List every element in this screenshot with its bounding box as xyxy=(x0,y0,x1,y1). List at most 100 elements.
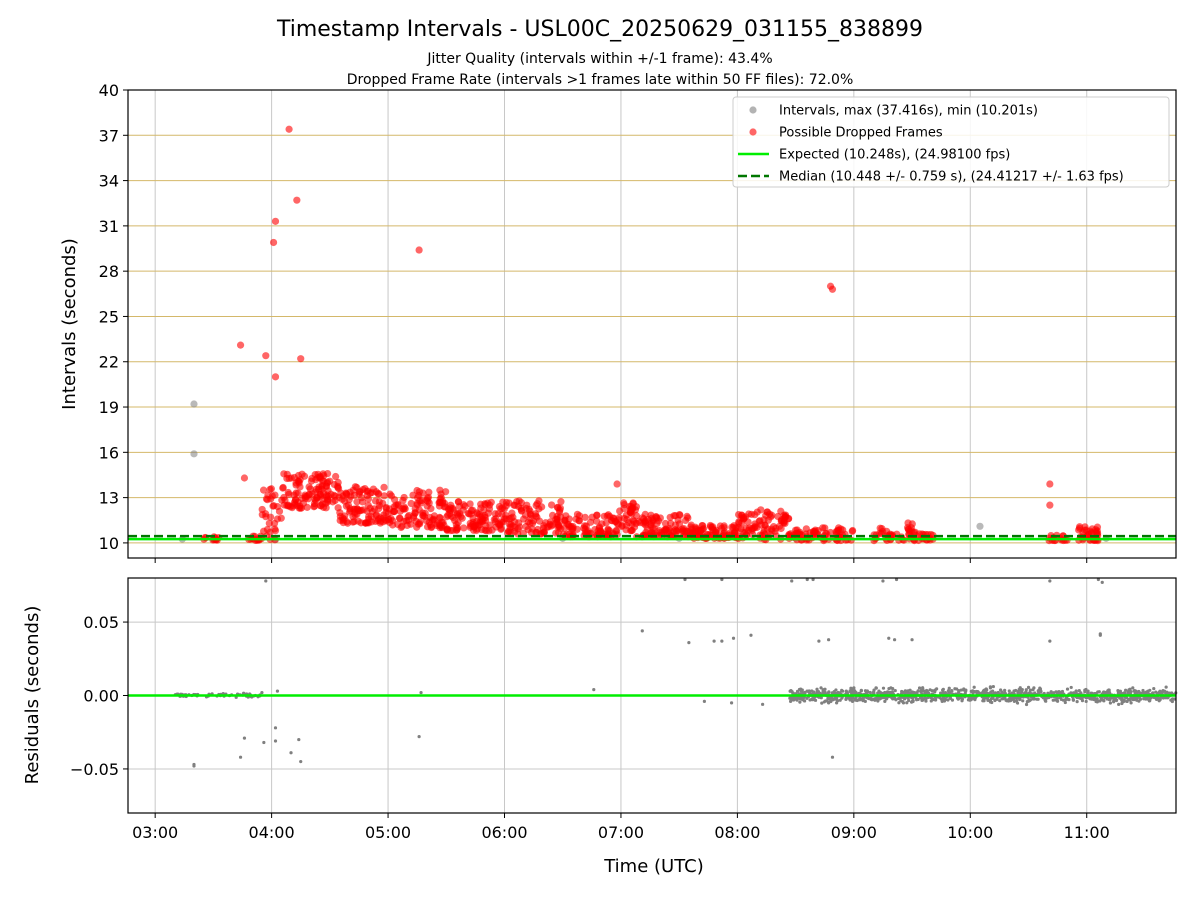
top-y-tick-label: 16 xyxy=(99,443,119,462)
residual-point xyxy=(1113,696,1117,700)
residual-point xyxy=(850,699,855,703)
dropped-frame-point xyxy=(416,520,424,528)
residual-point xyxy=(959,688,963,692)
dropped-frame-point xyxy=(332,472,340,481)
residual-point xyxy=(859,688,863,692)
residual-point xyxy=(998,699,1002,703)
dropped-frame-point xyxy=(1046,501,1054,509)
residual-point xyxy=(720,577,724,582)
dropped-frame-point xyxy=(374,516,382,525)
dropped-frame-point xyxy=(294,498,302,506)
residual-point xyxy=(640,629,644,633)
residual-point xyxy=(933,690,937,694)
dropped-frame-point xyxy=(848,527,856,535)
residual-point xyxy=(1024,690,1028,694)
residual-point xyxy=(1096,577,1100,582)
residual-point xyxy=(803,690,807,694)
residual-point xyxy=(1129,701,1133,705)
chart-title: Timestamp Intervals - USL00C_20250629_03… xyxy=(276,17,923,42)
dropped-frame-point xyxy=(735,518,743,526)
residual-point xyxy=(808,690,812,694)
legend: Intervals, max (37.416s), min (10.201s) P… xyxy=(732,96,1170,188)
interval-point xyxy=(976,522,984,530)
dropped-frame-point xyxy=(380,483,388,491)
dropped-frame-point xyxy=(277,514,285,522)
dropped-frame-point xyxy=(454,498,463,506)
residual-point xyxy=(907,698,911,703)
dropped-frame-point xyxy=(641,510,649,518)
residual-point xyxy=(872,691,876,696)
bottom-x-tick-label: 06:00 xyxy=(481,823,527,842)
residual-point xyxy=(792,698,796,702)
residual-point xyxy=(1017,687,1021,692)
residual-point xyxy=(815,687,819,691)
dropped-frame-point xyxy=(786,532,794,540)
dropped-frame-point xyxy=(394,500,402,509)
dropped-frame-point xyxy=(553,515,561,523)
residual-point xyxy=(874,686,878,690)
residual-point xyxy=(834,696,838,700)
residual-point xyxy=(1084,699,1088,704)
residual-point xyxy=(1036,689,1040,693)
dropped-frame-point xyxy=(262,510,270,518)
residual-point xyxy=(1157,691,1162,695)
residual-point xyxy=(868,690,872,695)
dropped-frame-point xyxy=(745,510,753,518)
dropped-frame-point xyxy=(531,510,540,518)
dropped-frame-point xyxy=(627,526,636,535)
residual-point xyxy=(910,638,914,642)
residual-point xyxy=(897,701,901,705)
residual-point xyxy=(1035,697,1039,701)
dropped-frame-point xyxy=(625,519,633,527)
residual-point xyxy=(888,690,892,695)
residual-point xyxy=(1164,685,1168,689)
residual-point xyxy=(960,699,964,703)
dropped-frame-point xyxy=(324,487,332,495)
dropped-frame-point xyxy=(654,517,663,525)
top-y-tick-label: 13 xyxy=(99,489,119,508)
residual-point xyxy=(915,690,919,695)
residual-point xyxy=(947,686,951,690)
residual-point xyxy=(854,691,858,695)
dropped-frame-point xyxy=(502,511,510,520)
dropped-frame-point xyxy=(379,499,387,507)
residual-point xyxy=(1048,639,1052,643)
dropped-frame-point xyxy=(236,341,245,349)
dropped-frame-point xyxy=(484,499,492,507)
residual-point xyxy=(825,699,829,703)
residual-point xyxy=(1008,698,1013,703)
residual-point xyxy=(812,697,816,702)
dropped-frame-point xyxy=(581,513,589,521)
dropped-frame-point xyxy=(765,510,774,518)
residual-point xyxy=(919,696,923,700)
residual-point xyxy=(990,700,994,705)
dropped-frame-point xyxy=(341,497,349,505)
residual-point xyxy=(883,699,887,703)
dropped-frame-point xyxy=(524,518,532,526)
residual-point xyxy=(1018,697,1022,701)
residual-point xyxy=(798,700,802,704)
dropped-frame-point xyxy=(819,524,827,532)
residual-point xyxy=(1048,579,1052,583)
dropped-frame-point xyxy=(632,503,640,511)
residual-point xyxy=(795,689,800,693)
top-y-tick-label: 28 xyxy=(99,262,119,281)
dropped-frame-point xyxy=(443,513,451,521)
dropped-frame-point xyxy=(262,352,270,360)
residual-point xyxy=(1070,691,1074,695)
dropped-frame-point xyxy=(453,510,461,518)
dropped-frame-point xyxy=(419,489,427,497)
dropped-frame-point xyxy=(627,506,635,515)
residual-point xyxy=(851,687,855,691)
residual-point xyxy=(1041,696,1045,700)
x-axis-label: Time (UTC) xyxy=(603,856,704,877)
residual-point xyxy=(975,690,979,694)
residual-point xyxy=(894,698,898,702)
dropped-frame-point xyxy=(757,506,765,514)
top-y-tick-label: 34 xyxy=(99,172,119,191)
residual-point xyxy=(790,579,794,583)
bottom-y-tick-label: −0.05 xyxy=(70,760,119,779)
dropped-frame-point xyxy=(396,514,404,522)
legend-label-expected: Expected (10.248s), (24.98100 fps) xyxy=(779,148,1010,163)
dropped-frame-point xyxy=(407,499,415,508)
